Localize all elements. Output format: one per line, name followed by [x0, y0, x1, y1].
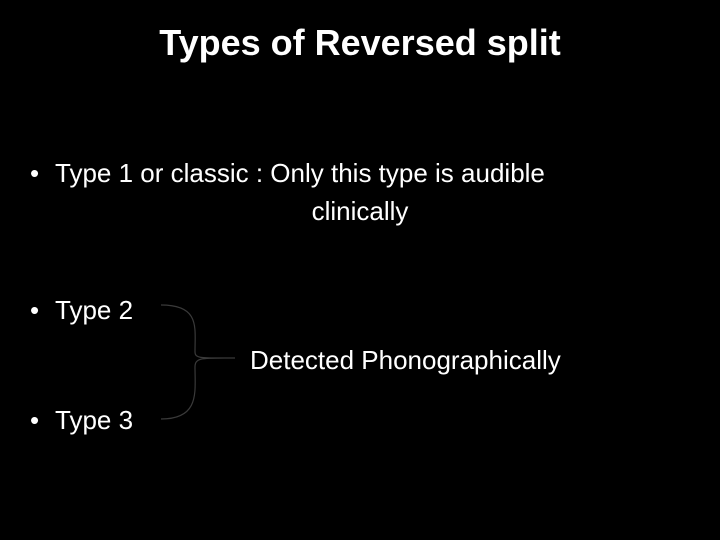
bullet-type2-text: Type 2: [55, 295, 133, 326]
slide-title: Types of Reversed split: [0, 22, 720, 64]
bullet-type1-line1: Type 1 or classic : Only this type is au…: [55, 158, 545, 189]
bullet-dot-icon: •: [30, 158, 39, 189]
bullet-type1-line2: clinically: [0, 196, 720, 227]
bullet-type3-text: Type 3: [55, 405, 133, 436]
slide: Types of Reversed split • Type 1 or clas…: [0, 0, 720, 540]
bullet-dot-icon: •: [30, 295, 39, 326]
bullet-dot-icon: •: [30, 405, 39, 436]
annotation-detected: Detected Phonographically: [250, 345, 561, 376]
brace-icon: [155, 297, 245, 432]
